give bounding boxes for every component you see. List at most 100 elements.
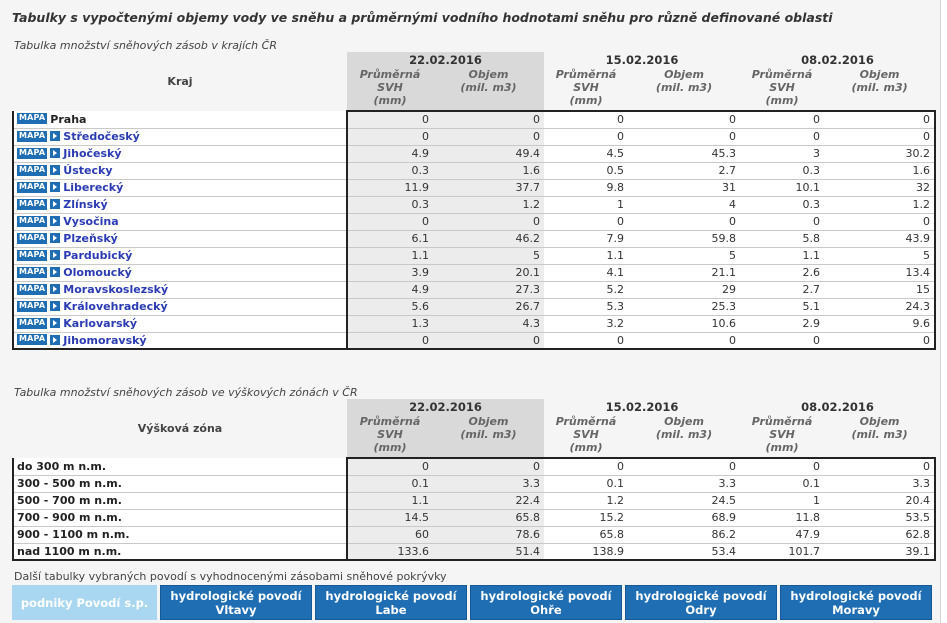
svh-value-cell: 0.3 — [740, 162, 825, 180]
table-row: MAPA Moravskoslezský 4.9 27.3 5.2 29 2.7 15 — [12, 281, 937, 299]
map-link-button[interactable]: MAPA — [17, 317, 48, 329]
volume-value-cell: 30.2 — [824, 145, 937, 163]
zone-label: 300 - 500 m n.m. — [17, 477, 122, 490]
arrow-right-icon[interactable] — [50, 233, 61, 243]
volume-value-cell: 24.5 — [628, 492, 741, 510]
button-label-line1: hydrologické povodí — [480, 588, 612, 603]
svh-value-cell: 5.8 — [740, 230, 825, 248]
region-link[interactable]: Jihočeský — [63, 147, 122, 160]
map-link-button[interactable]: MAPA — [17, 249, 48, 261]
map-link-button[interactable]: MAPA — [17, 198, 48, 210]
svh-value-cell: 1.1 — [740, 247, 825, 265]
arrow-right-icon[interactable] — [50, 199, 61, 209]
region-link[interactable]: Ústecky — [63, 164, 113, 177]
button-label-line1: podniky Povodí s.p. — [20, 595, 149, 610]
arrow-right-icon[interactable] — [50, 284, 61, 294]
arrow-right-icon[interactable] — [50, 216, 61, 226]
svh-value-cell: 0.1 — [544, 475, 629, 493]
svh-value-cell: 1.2 — [544, 492, 629, 510]
volume-value-cell: 3.3 — [433, 475, 545, 493]
map-link-button[interactable]: MAPA — [17, 283, 48, 295]
map-link-button[interactable]: MAPA — [17, 181, 48, 193]
svh-value-cell: 133.6 — [347, 543, 433, 561]
basin-button[interactable]: hydrologické povodí Ohře — [470, 585, 622, 620]
svh-value-cell: 4.1 — [544, 264, 629, 282]
region-link[interactable]: Olomoucký — [63, 266, 132, 279]
arrow-right-icon[interactable] — [50, 334, 61, 345]
volume-value-cell: 53.5 — [824, 509, 937, 527]
basin-buttons: podniky Povodí s.p. hydrologické povodí Vl… — [12, 585, 934, 620]
svh-value-cell: 6.1 — [347, 230, 433, 248]
volume-value-cell: 0 — [433, 111, 545, 129]
table-row: MAPA Vysočina 0 0 0 0 0 0 — [12, 213, 937, 231]
volume-value-cell: 68.9 — [628, 509, 741, 527]
region-link[interactable]: Liberecký — [63, 181, 124, 194]
map-link-button[interactable]: MAPA — [17, 266, 48, 278]
date-header: 15.02.2016 — [605, 53, 679, 67]
table-row: MAPA Středočeský 0 0 0 0 0 0 — [12, 128, 937, 146]
arrow-right-icon[interactable] — [50, 131, 61, 141]
basin-button[interactable]: hydrologické povodí Odry — [625, 585, 777, 620]
svh-value-cell: 5.1 — [740, 298, 825, 316]
region-link[interactable]: Plzeňský — [63, 232, 118, 245]
region-link[interactable]: Pardubický — [63, 249, 133, 262]
region-link[interactable]: Středočeský — [63, 130, 140, 143]
table-row: MAPA Karlovarský 1.3 4.3 3.2 10.6 2.9 9.6 — [12, 315, 937, 333]
arrow-right-icon[interactable] — [50, 250, 61, 260]
svh-value-cell: 10.1 — [740, 179, 825, 197]
regions-first-col-header: Kraj — [167, 75, 193, 88]
table-row: nad 1100 m n.m. 133.6 51.4 138.9 53.4 101.7 39… — [12, 543, 937, 561]
button-label-line1: hydrologické povodí — [790, 588, 922, 603]
arrow-right-icon[interactable] — [50, 267, 61, 277]
volume-value-cell: 59.8 — [628, 230, 741, 248]
region-link[interactable]: Karlovarský — [63, 317, 138, 330]
volume-value-cell: 15 — [824, 281, 937, 299]
map-link-button[interactable]: MAPA — [17, 334, 48, 346]
map-link-button[interactable]: MAPA — [17, 164, 48, 176]
region-link[interactable]: Moravskoslezský — [63, 283, 169, 296]
svh-value-cell: 0.5 — [544, 162, 629, 180]
region-name-cell: MAPA Jihomoravský — [12, 332, 348, 350]
svh-value-cell: 5.6 — [347, 298, 433, 316]
basin-button[interactable]: hydrologické povodí Labe — [315, 585, 467, 620]
region-link[interactable]: Zlínský — [63, 198, 108, 211]
region-link[interactable]: Královehradecký — [63, 300, 168, 313]
map-link-button[interactable]: MAPA — [17, 300, 48, 312]
basin-button[interactable]: hydrologické povodí Moravy — [780, 585, 932, 620]
volume-value-cell: 3.3 — [628, 475, 741, 493]
date-header: 22.02.2016 — [347, 399, 545, 415]
table-row: MAPA Jihočeský 4.9 49.4 4.5 45.3 3 30.2 — [12, 145, 937, 163]
region-link[interactable]: Jihomoravský — [63, 333, 147, 347]
region-link[interactable]: Vysočina — [63, 215, 119, 228]
volume-value-cell: 49.4 — [433, 145, 545, 163]
region-name-cell: MAPA Plzeňský — [12, 230, 348, 248]
svh-value-cell: 7.9 — [544, 230, 629, 248]
map-link-button[interactable]: MAPA — [17, 147, 48, 159]
arrow-right-icon[interactable] — [50, 301, 61, 311]
map-link-button[interactable]: MAPA — [17, 113, 48, 125]
arrow-right-icon[interactable] — [50, 182, 61, 192]
volume-value-cell: 0 — [433, 128, 545, 146]
regions-table-body: MAPA Praha 0 0 0 0 0 0 MAPA Středočeský 0 0 0 0 0 0 MAPA… — [12, 111, 937, 350]
map-link-button[interactable]: MAPA — [17, 232, 48, 244]
volume-value-cell: 78.6 — [433, 526, 545, 544]
volume-value-cell: 51.4 — [433, 543, 545, 561]
arrow-right-icon[interactable] — [50, 148, 61, 158]
volume-value-cell: 0 — [628, 111, 741, 129]
map-link-button[interactable]: MAPA — [17, 130, 48, 142]
svh-value-cell: 0.3 — [347, 196, 433, 214]
table-row: MAPA Jihomoravský 0 0 0 0 0 0 — [12, 332, 937, 350]
svh-value-cell: 0 — [740, 111, 825, 129]
volume-value-cell: 21.1 — [628, 264, 741, 282]
svh-value-cell: 5.2 — [544, 281, 629, 299]
volume-header: Objem (mil. m3) — [824, 415, 936, 459]
map-link-button[interactable]: MAPA — [17, 215, 48, 227]
svh-header: Průměrná SVH (mm) — [544, 68, 629, 112]
basin-button[interactable]: hydrologické povodí Vltavy — [160, 585, 312, 620]
volume-value-cell: 32 — [824, 179, 937, 197]
svh-value-cell: 0 — [544, 111, 629, 129]
povodi-companies-button[interactable]: podniky Povodí s.p. — [12, 585, 157, 620]
arrow-right-icon[interactable] — [50, 318, 61, 328]
region-name-cell: MAPA Olomoucký — [12, 264, 348, 282]
arrow-right-icon[interactable] — [50, 165, 61, 175]
